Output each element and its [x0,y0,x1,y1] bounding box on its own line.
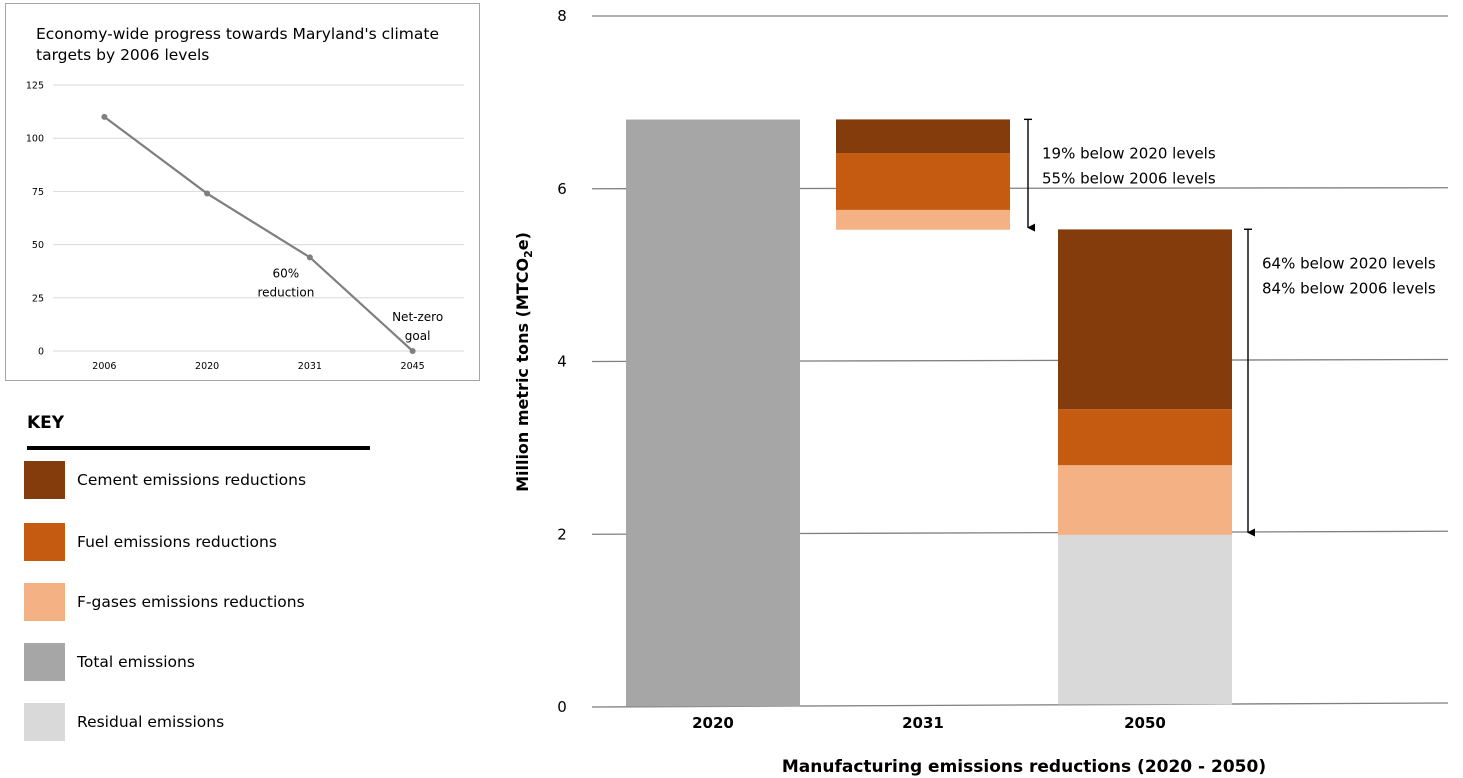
inset-y-tick-label: 50 [32,240,44,251]
key-swatch-cement [24,461,65,499]
inset-title-line2: targets by 2006 levels [36,46,210,64]
inset-title-line1: Economy-wide progress towards Maryland's… [36,25,439,43]
inset-data-point [101,113,108,120]
key-swatch-fgases [24,583,65,621]
inset-y-tick-label: 0 [38,347,44,358]
inset-x-tick-label: 2031 [298,361,322,372]
inset-annotation-text: goal [405,329,431,343]
y-axis-title-subscript: 2 [522,250,535,258]
key-label-residual: Residual emissions [77,713,225,731]
main-y-tick-label: 8 [557,7,567,25]
key-item-cement: Cement emissions reductions [24,461,306,499]
inset-y-tick-label: 75 [32,187,44,198]
inset-y-tick-label: 100 [26,134,44,145]
key-swatch-fuel [24,523,65,561]
main-y-tick-label: 6 [557,180,567,198]
inset-data-point [204,190,211,197]
main-y-tick-label: 0 [557,698,567,716]
main-y-tick-label: 4 [557,353,567,371]
key-label-total: Total emissions [77,653,195,671]
inset-series-line [103,116,414,352]
bar-2020-total-emissions [626,119,800,707]
inset-chart-title: Economy-wide progress towards Maryland's… [36,24,476,66]
key-label-cement: Cement emissions reductions [77,471,307,489]
annotation-text-2031: 55% below 2006 levels [1042,169,1216,187]
inset-annotation-text: 60% [273,266,300,280]
key-item-fgases: F-gases emissions reductions [24,583,305,621]
key-label-fuel: Fuel emissions reductions [77,533,277,551]
key-swatch-total [24,643,65,681]
key-label-fgases: F-gases emissions reductions [77,593,305,611]
inset-data-point [409,348,416,354]
bar-2050-residual-emissions [1058,534,1232,705]
bar-2031-f-gases-emissions-reductions [836,209,1010,230]
inset-annotation-text: Net-zero [392,310,443,324]
bar-2031-fuel-emissions-reductions [836,153,1010,210]
bar-2050-cement-emissions-reductions [1058,229,1232,410]
inset-annotation-text: reduction [257,285,314,299]
inset-data-point [306,254,313,261]
annotation-text-2050: 64% below 2020 levels [1262,254,1436,272]
inset-y-tick-label: 25 [32,293,44,304]
key-item-total: Total emissions [24,643,195,681]
main-x-tick-label: 2050 [1124,714,1166,732]
inset-x-tick-label: 2020 [195,361,219,372]
key-title: KEY [27,413,65,433]
inset-line-plot: 0 25 50 75 100 125 2006 2020 2031 2045 60% reductio… [26,81,464,372]
annotation-text-2050: 84% below 2006 levels [1262,279,1436,297]
main-y-tick-label: 2 [557,525,567,543]
key-swatch-residual [24,703,65,741]
main-x-axis-title: Manufacturing emissions reductions (2020… [782,757,1266,777]
bar-2031-cement-emissions-reductions [836,119,1010,154]
key-divider [27,446,370,450]
inset-y-tick-label: 125 [26,81,44,92]
y-axis-title-main: Million metric tons (MTCO [513,258,532,492]
inset-x-tick-label: 2006 [92,361,116,372]
key-item-fuel: Fuel emissions reductions [24,523,277,561]
main-x-tick-label: 2020 [692,714,734,732]
annotation-text-2031: 19% below 2020 levels [1042,144,1216,162]
bar-2050-fuel-emissions-reductions [1058,409,1232,466]
inset-chart: Economy-wide progress towards Maryland's… [5,3,480,381]
y-axis-title-end: e) [513,232,532,250]
key-item-residual: Residual emissions [24,703,224,741]
bar-2050-f-gases-emissions-reductions [1058,465,1232,535]
main-y-axis-title: Million metric tons (MTCO2e) [513,232,535,492]
inset-x-tick-label: 2045 [401,361,425,372]
main-x-tick-label: 2031 [902,714,944,732]
